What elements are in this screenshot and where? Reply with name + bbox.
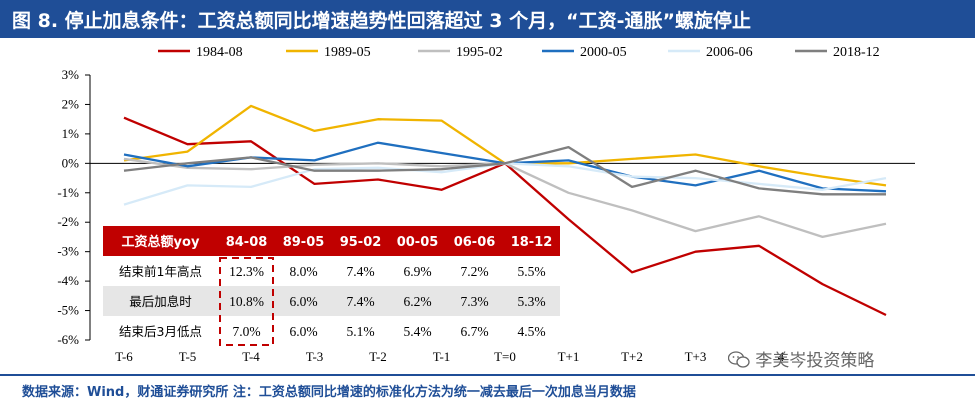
legend-label-2000-05: 2000-05 (580, 45, 627, 60)
legend: 1984-08 1989-05 1995-02 2000-05 2006-06 2018-… (158, 45, 880, 60)
table-header-cell: 00-05 (397, 235, 439, 250)
table-cell: 10.8% (229, 294, 264, 309)
legend-label-2018-12: 2018-12 (833, 45, 880, 60)
table-header-cell: 95-02 (340, 235, 382, 250)
table-cell: 5.3% (517, 294, 545, 309)
table-row-label: 结束后3月低点 (119, 324, 202, 339)
table-cell: 5.4% (403, 324, 431, 339)
y-tick-label: -6% (57, 332, 79, 347)
table-cell: 6.7% (460, 324, 488, 339)
table-cell: 12.3% (229, 264, 264, 279)
chart-canvas: 3% 2% 1% 0% -1% -2% -3% -4% -5% -6% T-6 T-5 T-4 T-3 T-… (57, 45, 915, 364)
wechat-icon (727, 351, 750, 369)
y-tick-label: 2% (62, 96, 80, 111)
table-cell: 6.9% (403, 264, 431, 279)
table-header-cell: 84-08 (226, 235, 268, 250)
table-cell: 7.2% (460, 264, 488, 279)
x-tick-label: T+1 (558, 349, 580, 364)
data-table: 工资总额yoy 84-08 89-05 95-02 00-05 06-06 18-12 结束前… (103, 226, 560, 346)
table-header-cell: 18-12 (511, 235, 553, 250)
x-tick-label: T+2 (621, 349, 643, 364)
y-tick-label: -2% (57, 214, 79, 229)
x-tick-label: 4 (778, 349, 785, 364)
y-tick-label: -1% (57, 185, 79, 200)
axes-group: 3% 2% 1% 0% -1% -2% -3% -4% -5% -6% T-6 T-5 T-4 T-3 T-… (57, 67, 915, 364)
table-row-alt-bg (103, 286, 560, 316)
x-tick-label: T-3 (306, 349, 324, 364)
table-header-cell: 06-06 (454, 235, 496, 250)
y-tick-label: 0% (62, 155, 80, 170)
x-tick-label: T+3 (685, 349, 707, 364)
x-tick-label: T=0 (494, 349, 516, 364)
source-note: 数据来源：Wind，财通证券研究所 注：工资总额同比增速的标准化方法为统一减去最… (22, 385, 636, 400)
source-divider (0, 374, 975, 376)
x-tick-label: T-1 (433, 349, 451, 364)
x-tick-label: T-4 (242, 349, 260, 364)
legend-label-1989-05: 1989-05 (324, 45, 371, 60)
table-cell: 7.3% (460, 294, 488, 309)
table-cell: 7.4% (346, 294, 374, 309)
table-cell: 6.0% (289, 294, 317, 309)
y-tick-label: 1% (62, 126, 80, 141)
table-row-label: 最后加息时 (129, 294, 192, 309)
x-tick-label: T-5 (179, 349, 197, 364)
y-tick-label: -5% (57, 303, 79, 318)
table-cell: 6.0% (289, 324, 317, 339)
y-tick-label: -3% (57, 244, 79, 259)
table-row-label: 结束前1年高点 (119, 264, 202, 279)
table-cell: 5.5% (517, 264, 545, 279)
series-line-2018-12 (123, 145, 886, 196)
legend-label-1984-08: 1984-08 (196, 45, 243, 60)
series-line-1995-02 (123, 157, 887, 239)
table-cell: 5.1% (346, 324, 374, 339)
figure-title: 图 8. 停止加息条件：工资总额同比增速趋势性回落超过 3 个月，“工资-通胀”… (12, 10, 751, 32)
table-header-cell: 工资总额yoy (122, 234, 200, 250)
table-cell: 6.2% (403, 294, 431, 309)
legend-label-2006-06: 2006-06 (706, 45, 753, 60)
watermark: 李美岑投资策略 (727, 346, 875, 371)
x-tick-label: T-2 (369, 349, 387, 364)
highlight-box-84-08 (219, 257, 274, 346)
table-cell: 7.4% (346, 264, 374, 279)
table-header-cell: 89-05 (283, 235, 325, 250)
y-tick-label: 3% (62, 67, 80, 82)
table-header-bg (103, 226, 560, 256)
table-cell: 8.0% (289, 264, 317, 279)
table-cell: 7.0% (232, 324, 260, 339)
y-tick-label: -4% (57, 273, 79, 288)
table-cell: 4.5% (517, 324, 545, 339)
x-tick-label: T-6 (115, 349, 133, 364)
watermark-text: 李美岑投资策略 (755, 351, 875, 371)
series-lines-group (123, 104, 887, 317)
title-bar: 图 8. 停止加息条件：工资总额同比增速趋势性回落超过 3 个月，“工资-通胀”… (0, 0, 975, 38)
legend-label-1995-02: 1995-02 (456, 45, 503, 60)
